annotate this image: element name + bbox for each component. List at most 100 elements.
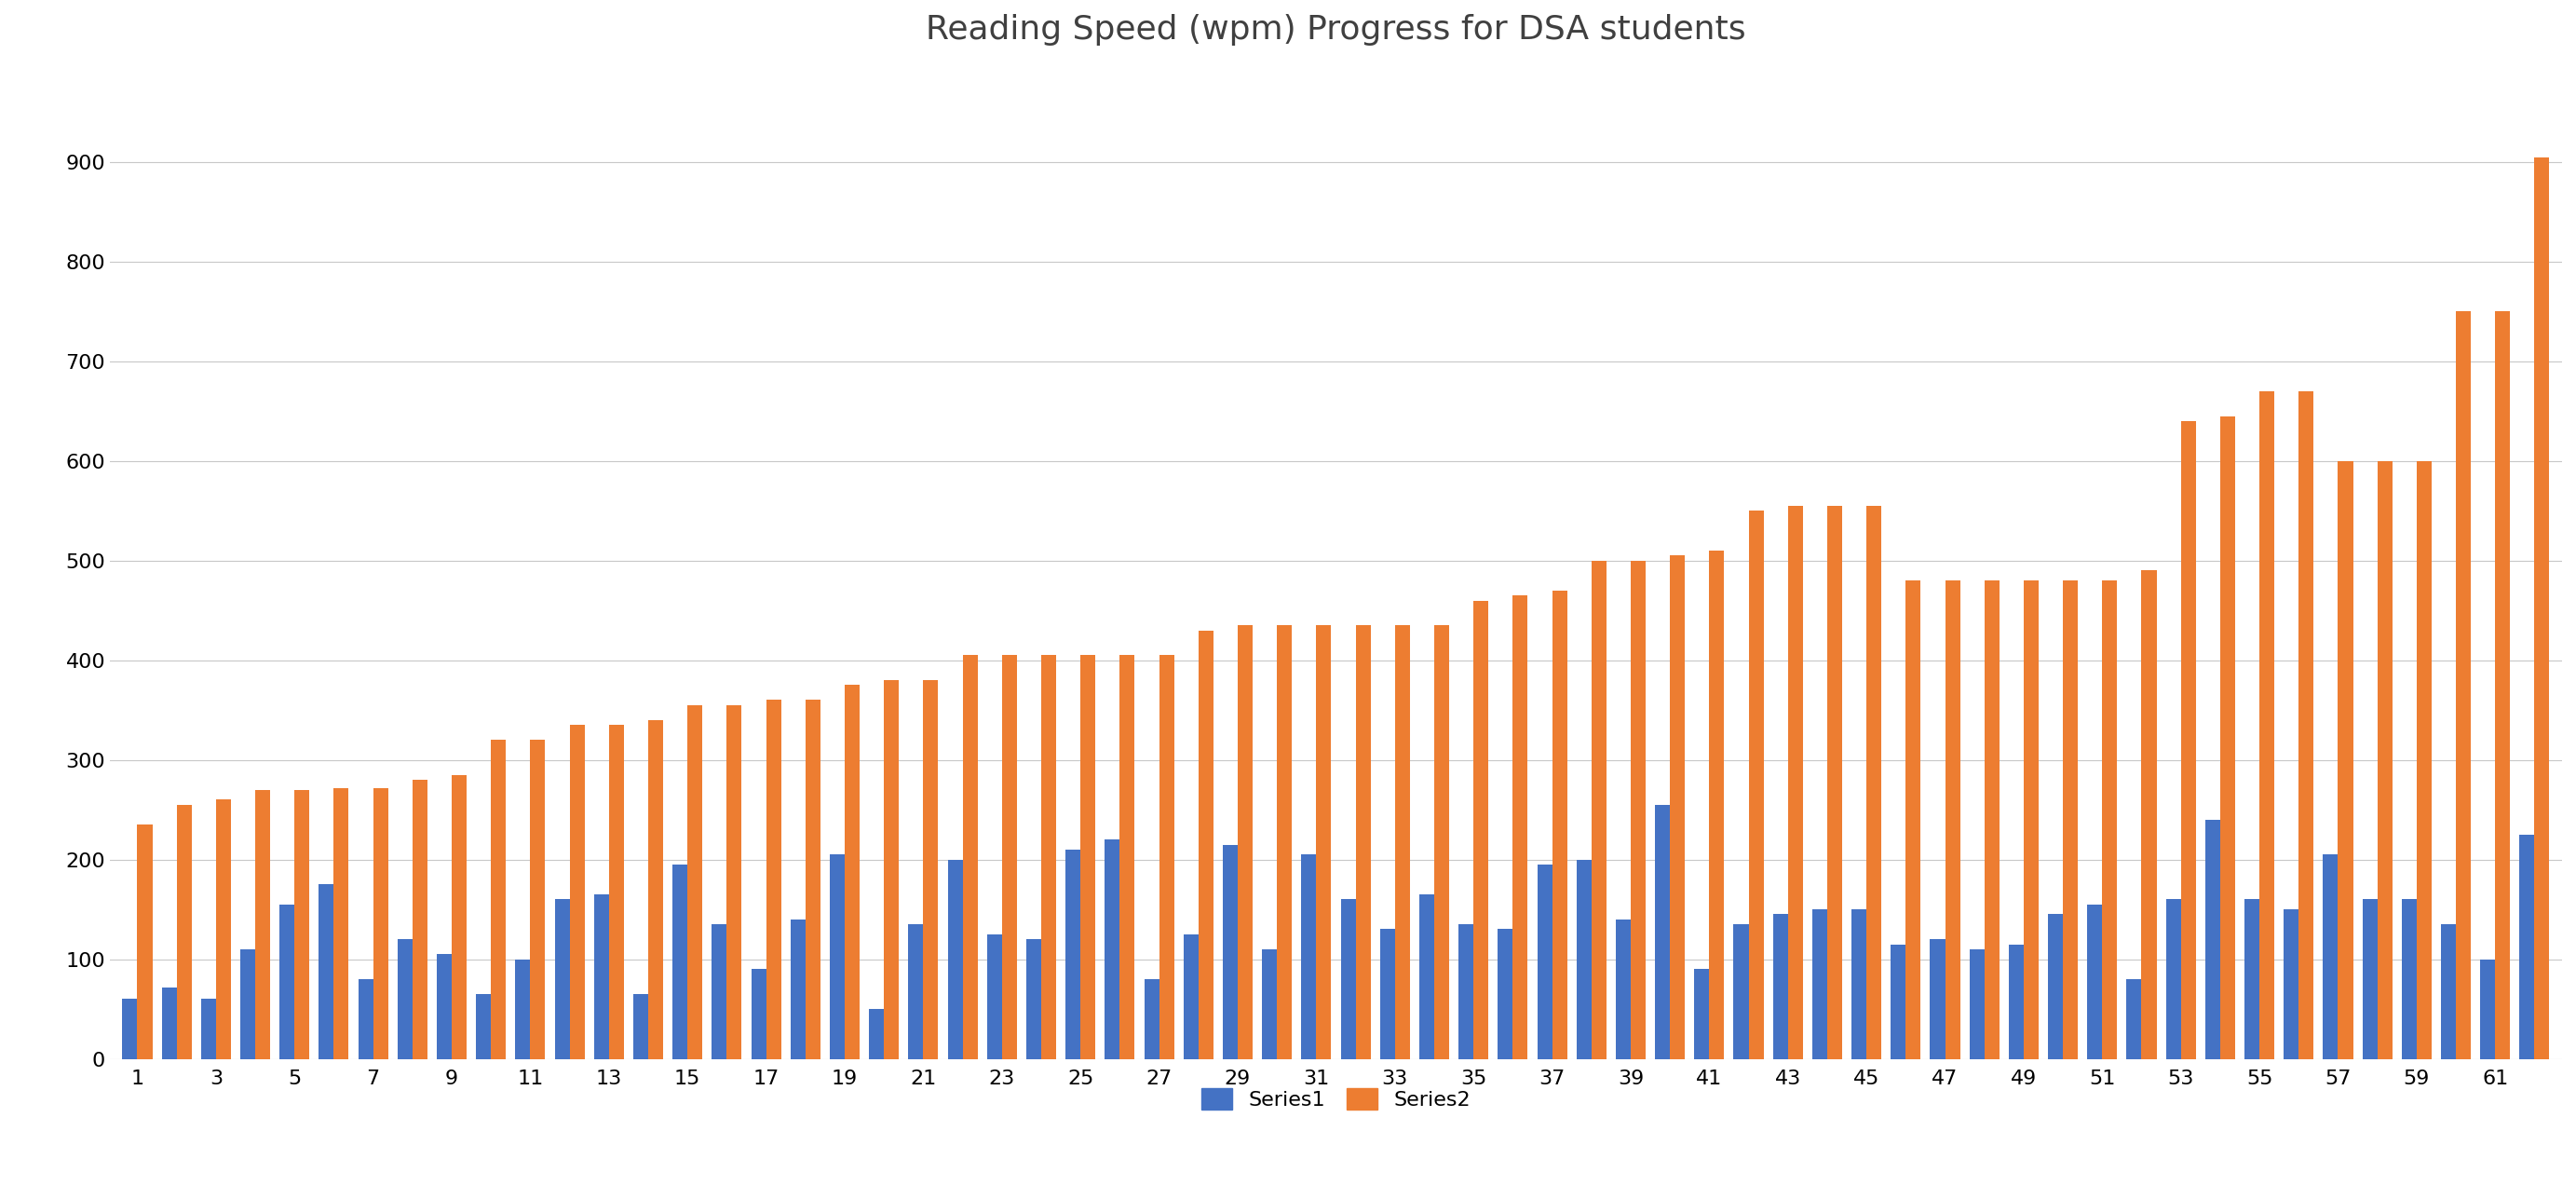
Bar — [1224, 844, 1236, 1059]
Bar — [1458, 924, 1473, 1059]
Legend: Series1, Series2: Series1, Series2 — [1193, 1080, 1479, 1119]
Bar — [2496, 312, 2509, 1059]
Bar — [1121, 656, 1133, 1059]
Bar — [1198, 631, 1213, 1059]
Bar — [1419, 894, 1435, 1059]
Bar — [1301, 855, 1316, 1059]
Bar — [1710, 550, 1723, 1059]
Bar — [884, 680, 899, 1059]
Bar — [294, 790, 309, 1059]
Bar — [178, 805, 191, 1059]
Bar — [1929, 939, 1945, 1059]
Bar — [1772, 915, 1788, 1059]
Bar — [595, 894, 608, 1059]
Bar — [281, 904, 294, 1059]
Bar — [1538, 864, 1553, 1059]
Bar — [438, 954, 451, 1059]
Bar — [1553, 590, 1566, 1059]
Bar — [240, 950, 255, 1059]
Bar — [412, 779, 428, 1059]
Bar — [1002, 656, 1018, 1059]
Bar — [791, 920, 806, 1059]
Bar — [845, 685, 860, 1059]
Bar — [477, 994, 492, 1059]
Bar — [1025, 939, 1041, 1059]
Bar — [2102, 580, 2117, 1059]
Bar — [1695, 969, 1710, 1059]
Bar — [335, 788, 348, 1059]
Bar — [752, 969, 765, 1059]
Bar — [1381, 929, 1394, 1059]
Bar — [1182, 934, 1198, 1059]
Bar — [1734, 924, 1749, 1059]
Bar — [948, 860, 963, 1059]
Bar — [909, 924, 922, 1059]
Bar — [1105, 839, 1121, 1059]
Bar — [1159, 656, 1175, 1059]
Bar — [374, 788, 389, 1059]
Bar — [1473, 601, 1489, 1059]
Bar — [1906, 580, 1922, 1059]
Bar — [2244, 899, 2259, 1059]
Bar — [2048, 915, 2063, 1059]
Bar — [554, 899, 569, 1059]
Bar — [216, 800, 232, 1059]
Bar — [1654, 805, 1669, 1059]
Bar — [2259, 391, 2275, 1059]
Bar — [634, 994, 649, 1059]
Bar — [2324, 855, 2339, 1059]
Bar — [806, 700, 819, 1059]
Bar — [2025, 580, 2038, 1059]
Bar — [2442, 924, 2455, 1059]
Bar — [1316, 626, 1332, 1059]
Bar — [1144, 980, 1159, 1059]
Bar — [2362, 899, 2378, 1059]
Bar — [726, 705, 742, 1059]
Bar — [1592, 561, 1607, 1059]
Bar — [2339, 460, 2352, 1059]
Bar — [137, 825, 152, 1059]
Bar — [1852, 909, 1868, 1059]
Bar — [492, 740, 505, 1059]
Bar — [868, 1010, 884, 1059]
Bar — [765, 700, 781, 1059]
Bar — [2378, 460, 2393, 1059]
Bar — [319, 885, 335, 1059]
Bar — [2182, 421, 2195, 1059]
Bar — [1788, 506, 1803, 1059]
Bar — [1497, 929, 1512, 1059]
Bar — [2285, 909, 2298, 1059]
Bar — [608, 725, 623, 1059]
Bar — [672, 864, 688, 1059]
Bar — [2401, 899, 2416, 1059]
Bar — [2298, 391, 2313, 1059]
Bar — [162, 987, 178, 1059]
Bar — [2519, 835, 2535, 1059]
Bar — [1355, 626, 1370, 1059]
Bar — [1066, 850, 1079, 1059]
Bar — [1394, 626, 1409, 1059]
Bar — [711, 924, 726, 1059]
Bar — [2221, 416, 2236, 1059]
Bar — [1826, 506, 1842, 1059]
Bar — [963, 656, 976, 1059]
Bar — [1041, 656, 1056, 1059]
Bar — [1577, 860, 1592, 1059]
Bar — [1868, 506, 1880, 1059]
Bar — [688, 705, 703, 1059]
Bar — [451, 775, 466, 1059]
Bar — [1340, 899, 1355, 1059]
Bar — [1512, 596, 1528, 1059]
Bar — [2535, 157, 2550, 1059]
Bar — [2205, 820, 2221, 1059]
Bar — [2128, 980, 2141, 1059]
Bar — [1435, 626, 1450, 1059]
Bar — [255, 790, 270, 1059]
Bar — [201, 999, 216, 1059]
Bar — [829, 855, 845, 1059]
Bar — [2416, 460, 2432, 1059]
Title: Reading Speed (wpm) Progress for DSA students: Reading Speed (wpm) Progress for DSA stu… — [925, 14, 1747, 46]
Bar — [1615, 920, 1631, 1059]
Bar — [397, 939, 412, 1059]
Bar — [124, 999, 137, 1059]
